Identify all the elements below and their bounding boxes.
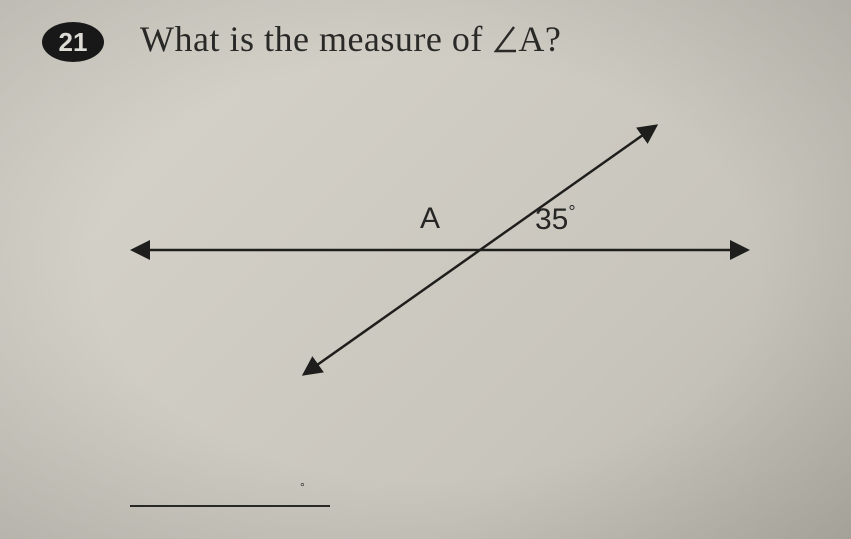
question-var: A xyxy=(518,19,545,59)
question-suffix: ? xyxy=(545,19,561,59)
degree-icon: ° xyxy=(568,202,575,222)
question-text: What is the measure of A? xyxy=(140,18,561,60)
problem-number-badge: 21 xyxy=(42,22,104,62)
figure-svg xyxy=(120,90,760,410)
answer-blank[interactable] xyxy=(130,505,330,507)
page-root: 21 What is the measure of A? A 35° ° xyxy=(0,0,851,539)
given-angle-label: 35° xyxy=(535,202,576,237)
question-prefix: What is the measure of xyxy=(140,19,492,59)
geometry-figure: A 35° xyxy=(120,90,760,410)
problem-number: 21 xyxy=(59,27,88,58)
angle-a-label: A xyxy=(420,202,440,236)
answer-unit: ° xyxy=(300,480,305,494)
angle-icon xyxy=(492,25,518,53)
given-angle-value: 35 xyxy=(535,203,568,236)
